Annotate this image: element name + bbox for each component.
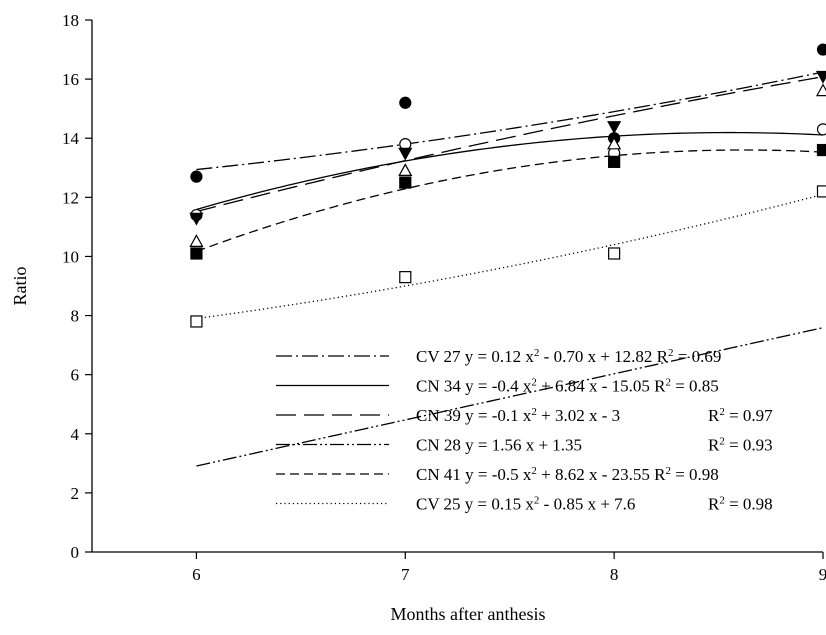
fit-line bbox=[196, 193, 824, 320]
legend-equation: CN 28 y = 1.56 x + 1.35 bbox=[416, 436, 582, 455]
fit-lines bbox=[196, 71, 824, 467]
fit-line bbox=[196, 327, 824, 467]
data-point bbox=[816, 185, 826, 198]
data-point bbox=[607, 121, 622, 134]
data-point bbox=[815, 83, 826, 97]
y-tick-label: 4 bbox=[71, 425, 80, 444]
data-point bbox=[190, 170, 203, 183]
legend-equation: CV 25 y = 0.15 x2 - 0.85 x + 7.6 bbox=[416, 495, 635, 514]
x-tick-label: 7 bbox=[401, 565, 410, 584]
y-tick-label: 16 bbox=[62, 70, 79, 89]
fit-line bbox=[196, 131, 824, 211]
y-tick-label: 18 bbox=[62, 11, 79, 30]
data-point bbox=[816, 123, 826, 136]
y-axis-title: Ratio bbox=[10, 267, 30, 306]
legend: CV 27 y = 0.12 x2 - 0.70 x + 12.82 R2 = … bbox=[276, 347, 773, 514]
x-tick-label: 9 bbox=[819, 565, 826, 584]
data-point bbox=[399, 271, 412, 284]
data-point bbox=[189, 212, 204, 226]
fit-line bbox=[196, 76, 824, 213]
data-point bbox=[398, 163, 413, 177]
legend-equation: CN 39 y = -0.1 x2 + 3.02 x - 3 bbox=[416, 406, 620, 425]
fit-line bbox=[196, 149, 824, 253]
fit-line bbox=[196, 71, 824, 171]
data-point bbox=[398, 147, 413, 161]
data-point bbox=[608, 247, 621, 260]
y-tick-label: 6 bbox=[71, 366, 80, 385]
axes bbox=[91, 20, 823, 553]
x-tick-label: 6 bbox=[192, 565, 201, 584]
legend-r-squared: R2 = 0.97 bbox=[708, 406, 773, 425]
data-points bbox=[189, 43, 826, 328]
data-point bbox=[607, 136, 622, 150]
data-point bbox=[399, 96, 412, 109]
y-tick-label: 12 bbox=[62, 188, 79, 207]
y-tick-label: 2 bbox=[71, 484, 80, 503]
legend-equation: CN 41 y = -0.5 x2 + 8.62 x - 23.55 R2 = … bbox=[416, 465, 719, 484]
x-axis-title: Months after anthesis bbox=[391, 604, 546, 624]
data-point bbox=[399, 176, 412, 189]
ticks: 0 2 4 6 8 10 12 14 16 18 6 7 8 9 bbox=[62, 11, 826, 584]
y-tick-label: 0 bbox=[71, 543, 80, 562]
x-tick-label: 8 bbox=[610, 565, 619, 584]
y-tick-label: 8 bbox=[71, 307, 80, 326]
data-point bbox=[190, 247, 203, 260]
legend-r-squared: R2 = 0.93 bbox=[708, 436, 773, 455]
data-point bbox=[816, 143, 826, 157]
data-point bbox=[608, 155, 621, 168]
data-point bbox=[190, 315, 203, 328]
legend-r-squared: R2 = 0.98 bbox=[708, 495, 773, 514]
legend-equation: CV 27 y = 0.12 x2 - 0.70 x + 12.82 R2 = … bbox=[416, 347, 721, 366]
y-tick-label: 10 bbox=[62, 247, 79, 266]
data-point bbox=[816, 43, 826, 56]
y-tick-label: 14 bbox=[62, 129, 80, 148]
data-point bbox=[189, 234, 204, 247]
data-point bbox=[815, 70, 826, 84]
legend-equation: CN 34 y = -0.4 x2 + 6.84 x - 15.05 R2 = … bbox=[416, 377, 719, 396]
